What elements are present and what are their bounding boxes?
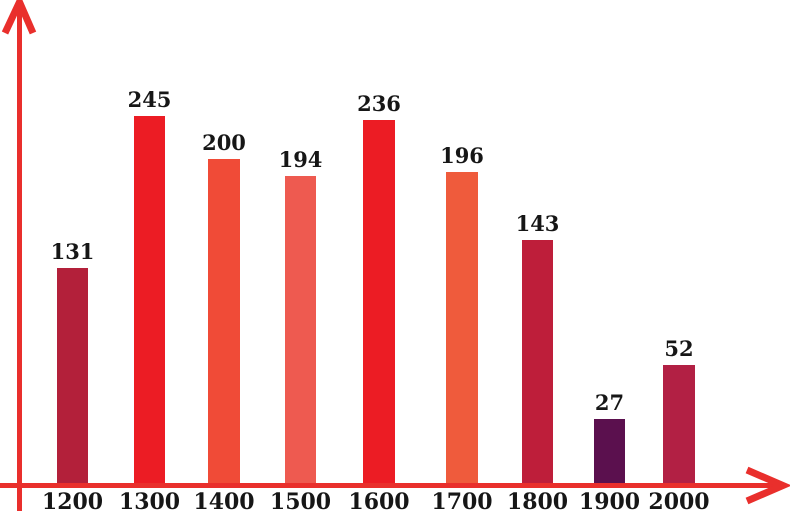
y-axis-arrow-icon: [1, 0, 37, 35]
x-tick-1300: 1300: [118, 489, 181, 515]
bar-value-label-1700: 196: [440, 143, 484, 168]
bar-1400: [208, 159, 240, 483]
bar-value-label-1900: 27: [594, 390, 625, 415]
bar-value-label-1500: 194: [278, 147, 323, 172]
bar-value-label-2000: 52: [664, 336, 694, 361]
x-tick-1400: 1400: [193, 489, 255, 515]
bar-1600: [363, 120, 395, 483]
bar-value-label-1600: 236: [357, 91, 401, 116]
x-tick-1800: 1800: [506, 489, 569, 515]
bar-1900: [594, 419, 625, 483]
x-axis-arrow-icon: [745, 466, 790, 505]
x-tick-2000: 2000: [648, 489, 710, 515]
bar-1500: [285, 176, 316, 483]
x-tick-1900: 1900: [578, 489, 641, 515]
bar-value-label-1200: 131: [50, 239, 95, 264]
bar-1300: [134, 116, 165, 483]
bar-value-label-1300: 245: [127, 87, 172, 112]
x-tick-1200: 1200: [41, 489, 104, 515]
bar-value-label-1400: 200: [202, 130, 246, 155]
x-tick-1500: 1500: [269, 489, 332, 515]
bar-1800: [522, 240, 553, 483]
bar-value-label-1800: 143: [515, 211, 560, 236]
bar-1700: [446, 172, 478, 483]
bar-2000: [663, 365, 695, 483]
x-tick-1600: 1600: [348, 489, 410, 515]
x-tick-1700: 1700: [431, 489, 493, 515]
bar-1200: [57, 268, 88, 483]
